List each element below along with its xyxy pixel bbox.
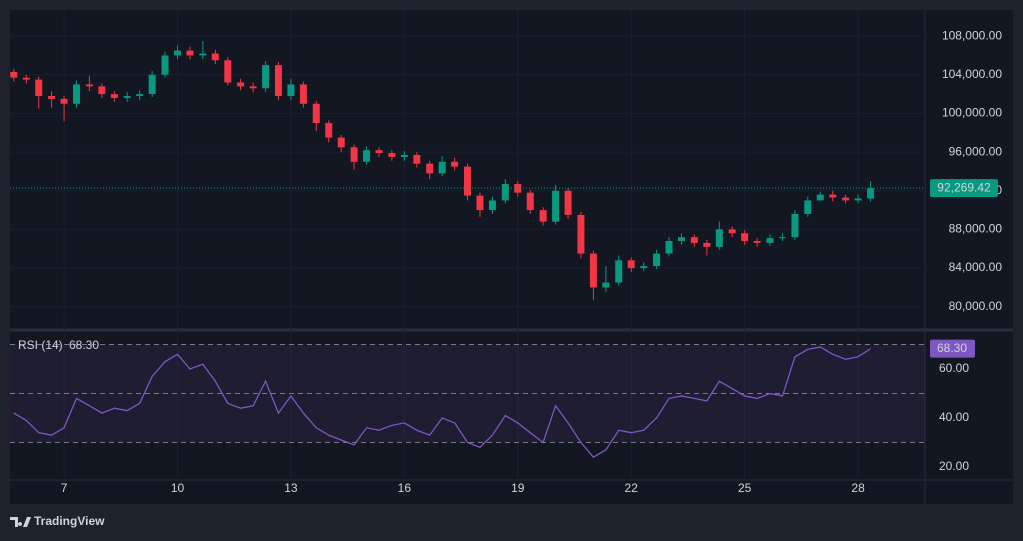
- candle-body: [564, 190, 572, 215]
- candle-body: [488, 200, 496, 211]
- candle-body: [375, 150, 383, 154]
- x-tick-label: 16: [398, 481, 412, 495]
- candle-body: [640, 266, 648, 269]
- candle-body: [48, 96, 56, 99]
- candle-body: [363, 150, 371, 162]
- candle-body: [842, 197, 850, 201]
- candle-body: [627, 260, 635, 269]
- candle-body: [501, 183, 509, 201]
- candle-body: [577, 214, 585, 254]
- candle-body: [753, 241, 761, 243]
- candle-body: [400, 154, 408, 157]
- candle-body: [98, 86, 106, 95]
- candle-body: [312, 103, 320, 124]
- y-tick-label: 84,000.00: [949, 260, 1003, 274]
- candle-body: [464, 166, 471, 196]
- candle-body: [299, 84, 307, 104]
- candle-body: [325, 123, 333, 138]
- candle-body: [741, 233, 749, 242]
- candle-body: [728, 229, 736, 234]
- candle-body: [10, 71, 18, 78]
- candle-body: [539, 210, 547, 222]
- candle-body: [451, 161, 459, 167]
- rsi-tick-label: 40.00: [939, 410, 969, 424]
- candle-body: [413, 154, 421, 164]
- candle-body: [703, 242, 711, 247]
- last-price-tag: [930, 179, 998, 198]
- rsi-legend-value: 68.30: [69, 338, 99, 352]
- candle-body: [791, 213, 799, 238]
- candle-body: [526, 192, 534, 211]
- candle-body: [211, 53, 219, 61]
- candle-body: [804, 200, 812, 214]
- logo-icon: [10, 517, 31, 527]
- brand: TradingView: [34, 514, 105, 528]
- candle-body: [237, 82, 245, 87]
- candle-body: [438, 161, 446, 174]
- y-tick-label: 80,000.00: [949, 299, 1003, 313]
- candle-body: [665, 241, 673, 254]
- x-tick-label: 19: [511, 481, 525, 495]
- candle-body: [287, 84, 295, 97]
- tv-logo[interactable]: TradingView: [10, 514, 105, 528]
- candle-body: [173, 50, 181, 56]
- candle-body: [426, 163, 434, 174]
- candle-body: [110, 94, 118, 98]
- candle-body: [35, 79, 43, 97]
- rsi-tick-label: 20.00: [939, 459, 969, 473]
- candle-body: [552, 190, 560, 222]
- candle-body: [653, 253, 661, 267]
- x-tick-label: 13: [284, 481, 298, 495]
- rsi-last-label: 68.30: [937, 341, 967, 355]
- candle-body: [186, 50, 194, 56]
- candle-body: [22, 77, 30, 80]
- candle-body: [224, 60, 232, 83]
- candle-body: [161, 55, 169, 75]
- candle-body: [199, 53, 207, 56]
- candle-body: [476, 195, 484, 211]
- candle-body: [123, 96, 131, 98]
- candle-body: [249, 86, 257, 89]
- candle-body: [829, 194, 837, 198]
- candle-body: [274, 65, 282, 97]
- candle-body: [388, 153, 396, 157]
- candle-body: [678, 237, 686, 242]
- x-tick-label: 22: [625, 481, 639, 495]
- candle-body: [60, 98, 68, 104]
- x-tick-label: 25: [738, 481, 752, 495]
- y-tick-label: 88,000.00: [949, 222, 1003, 236]
- candle-body: [73, 84, 81, 104]
- y-tick-label: 96,000.00: [949, 144, 1003, 158]
- y-tick-label: 104,000.00: [942, 67, 1002, 81]
- rsi-tick-label: 60.00: [939, 361, 969, 375]
- candle-body: [867, 188, 875, 199]
- candle-body: [589, 253, 597, 288]
- candle-body: [262, 65, 270, 89]
- candle-body: [854, 198, 862, 201]
- candle-body: [350, 147, 358, 162]
- x-tick-label: 28: [851, 481, 865, 495]
- y-tick-label: 108,000.00: [942, 28, 1002, 42]
- candle-body: [85, 84, 93, 87]
- rsi-line: [13, 346, 871, 459]
- candle-body: [715, 229, 723, 247]
- candle-body: [148, 74, 156, 95]
- rsi-legend-name: RSI (14): [18, 338, 63, 352]
- candle-body: [615, 260, 623, 283]
- candle-body: [337, 137, 345, 148]
- candle-body: [816, 194, 824, 201]
- candle-body: [766, 238, 774, 243]
- last-price-label: 92,269.42: [937, 180, 991, 194]
- y-tick-label: 100,000.00: [942, 106, 1002, 120]
- candle-body: [690, 237, 698, 243]
- candle-body: [778, 237, 786, 239]
- rsi-last-tag: [930, 339, 975, 358]
- candle-body: [602, 282, 610, 288]
- x-tick-label: 7: [61, 481, 68, 495]
- x-tick-label: 10: [171, 481, 185, 495]
- candle-body: [136, 94, 144, 97]
